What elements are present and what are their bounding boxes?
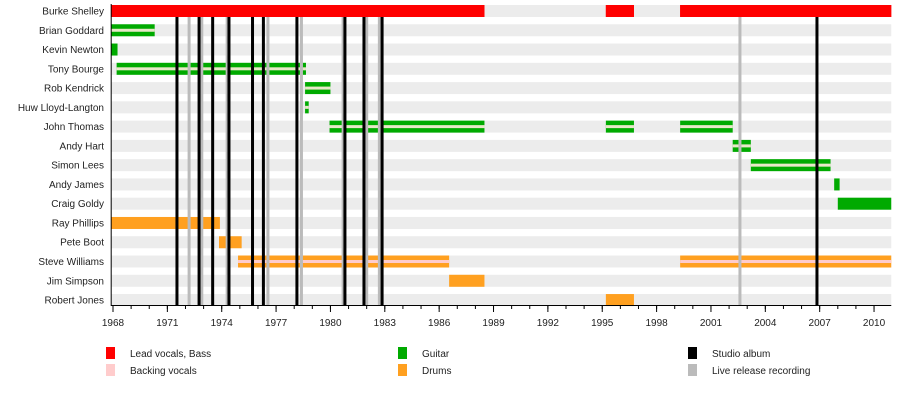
bar-lead-vocals-bass [111,5,485,17]
x-tick-label: 1995 [591,318,614,329]
live-release-line [225,17,229,305]
bar-drums [111,216,220,229]
legend-label: Backing vocals [130,366,197,377]
row-band [111,24,892,37]
member-label: Andy James [49,180,104,191]
live-release-line [738,17,742,305]
studio-album-line [227,17,231,305]
row-band [111,139,892,152]
row-band [111,274,892,287]
live-release-line [187,17,191,305]
legend-swatch-backing-vocals [106,364,115,376]
member-label: Rob Kendrick [44,84,105,95]
x-tick-label: 1992 [537,318,560,329]
x-tick-label: 1968 [102,318,125,329]
row-band [111,120,892,133]
row-band [111,216,892,229]
studio-album-line [343,17,347,305]
legend-swatch-lead-vocals-bass [106,347,115,359]
x-tick-label: 1989 [482,318,505,329]
bar-backing-vocals [111,28,155,32]
studio-album-line [211,17,215,305]
x-tick-label: 1998 [645,318,668,329]
member-label: Jim Simpson [47,276,104,287]
legend-swatch-live-release [688,364,697,376]
live-release-line [341,17,345,305]
bar-backing-vocals [680,260,892,264]
member-label: Andy Hart [60,141,105,152]
legend-label: Lead vocals, Bass [130,349,211,360]
live-release-line [299,17,303,305]
studio-album-line [175,17,179,305]
row-band [111,62,892,75]
member-label: Burke Shelley [42,7,104,18]
legend-label: Drums [422,366,451,377]
legend-label: Live release recording [712,366,810,377]
bar-guitar [111,43,118,56]
studio-album-line [815,17,819,305]
x-tick-label: 1977 [265,318,288,329]
studio-album-line [295,17,299,305]
row-band [111,236,892,249]
x-tick-label: 1974 [211,318,234,329]
studio-album-line [197,17,201,305]
member-label: John Thomas [44,122,104,133]
x-tick-label: 1980 [319,318,342,329]
row-band [111,178,892,191]
member-label: Craig Goldy [51,199,104,210]
member-label: Kevin Newton [42,45,104,56]
member-label: Brian Goddard [39,26,104,37]
x-tick-label: 2010 [863,318,886,329]
member-label: Steve Williams [38,257,104,268]
studio-album-line [380,17,384,305]
member-label: Huw Lloyd-Langton [18,103,104,114]
bar-backing-vocals [750,163,831,167]
row-band [111,43,892,56]
bar-lead-vocals-bass [605,5,634,17]
member-label: Pete Boot [60,238,104,249]
x-tick-label: 2007 [809,318,832,329]
live-release-line [200,17,204,305]
legend-label: Studio album [712,349,770,360]
member-label: Simon Lees [51,161,104,172]
bar-backing-vocals [305,105,309,109]
legend-swatch-drums [398,364,407,376]
member-label: Robert Jones [45,296,104,307]
legend-swatch-guitar [398,347,407,359]
legend-swatch-studio-album [688,347,697,359]
row-band [111,294,892,307]
row-band [111,197,892,210]
x-tick-label: 2004 [754,318,777,329]
bar-drums [605,294,634,307]
row-band [111,159,892,172]
studio-album-line [362,17,366,305]
live-release-line [365,17,369,305]
member-label: Tony Bourge [48,64,105,75]
bar-backing-vocals [305,86,331,90]
live-release-line [377,17,381,305]
bar-guitar [834,178,840,191]
bar-backing-vocals [605,125,634,129]
live-release-line [266,17,270,305]
bar-guitar [837,197,892,210]
bar-drums [449,274,485,287]
bar-lead-vocals-bass [680,5,892,17]
x-tick-label: 1971 [156,318,179,329]
x-tick-label: 2001 [700,318,723,329]
member-label: Ray Phillips [52,218,104,229]
bar-backing-vocals [680,125,733,129]
studio-album-line [251,17,255,305]
bar-backing-vocals [329,125,485,129]
legend-label: Guitar [422,349,450,360]
studio-album-line [261,17,265,305]
bar-backing-vocals [732,144,751,148]
x-tick-label: 1983 [374,318,397,329]
x-tick-label: 1986 [428,318,451,329]
